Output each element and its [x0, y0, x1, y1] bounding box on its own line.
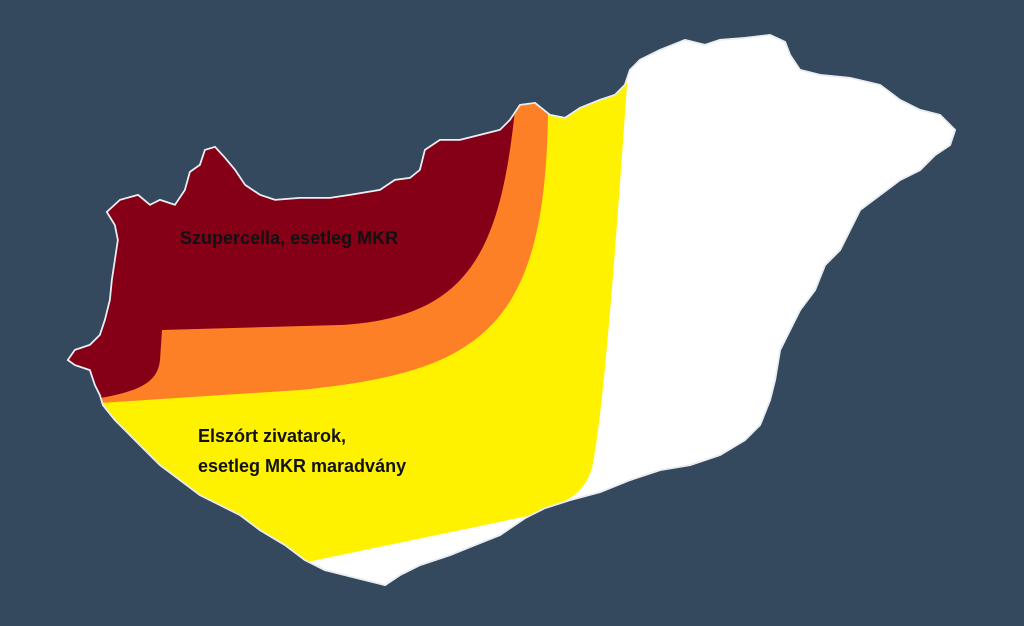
label-supercell-zone: Szupercella, esetleg MKR: [180, 228, 399, 248]
label-scattered-zone-line1: Elszórt zivatarok,: [198, 426, 347, 446]
label-scattered-zone-line2: esetleg MKR maradvány: [198, 456, 407, 476]
country-border: [66, 34, 956, 586]
